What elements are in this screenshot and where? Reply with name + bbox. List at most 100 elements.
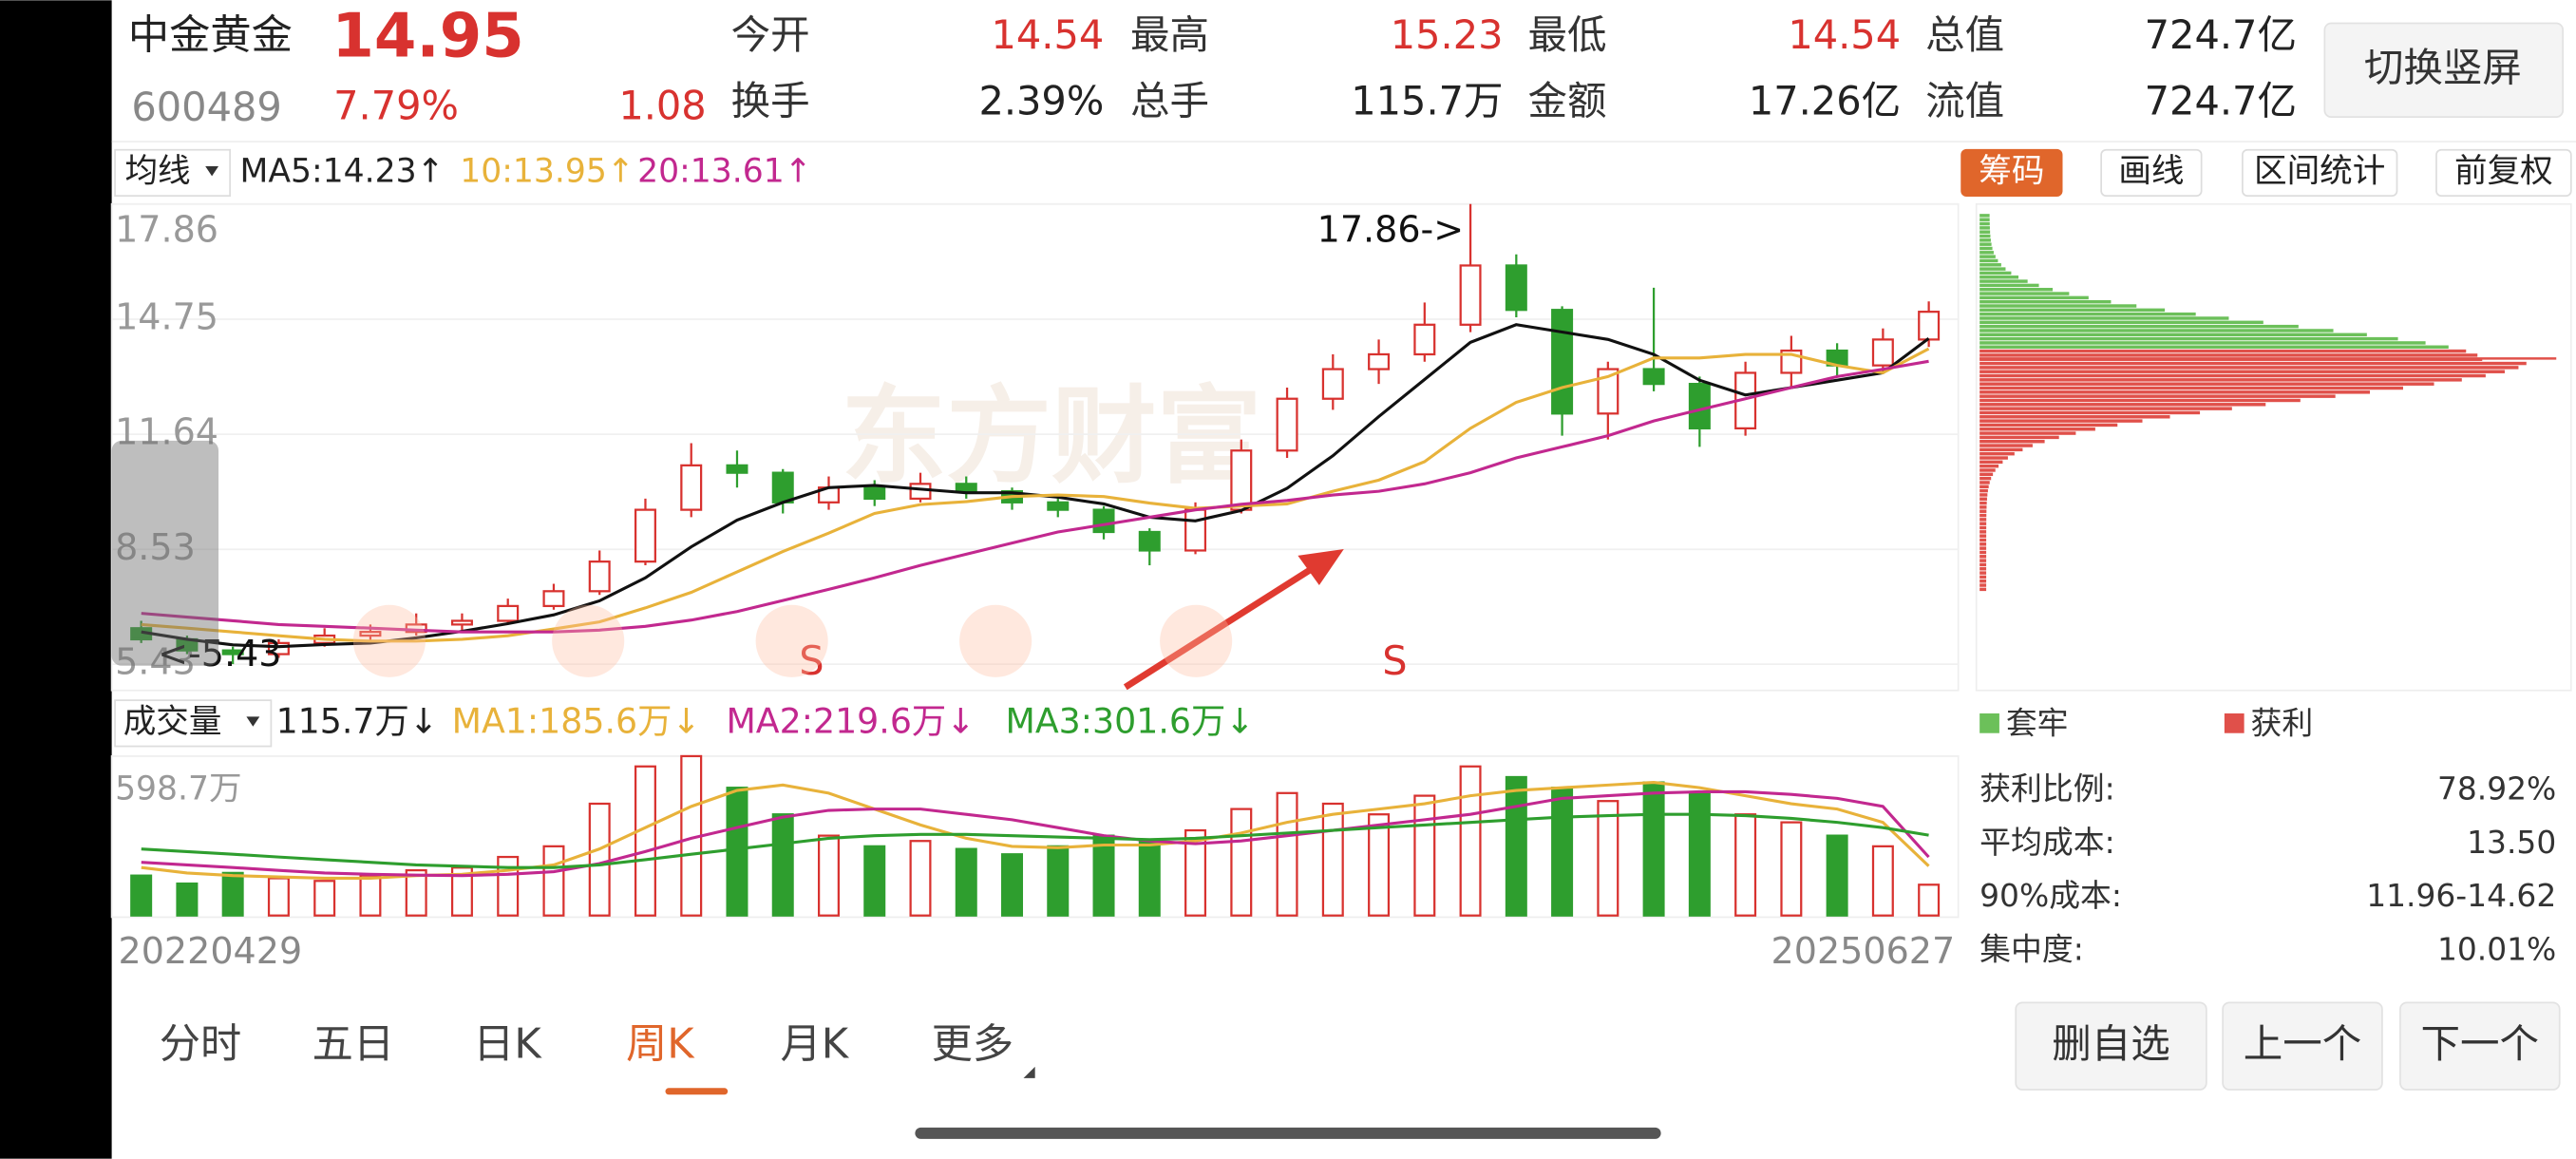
overlay-handle[interactable]: [111, 440, 219, 666]
volume-bar: [542, 845, 565, 917]
volume-bar: [1551, 787, 1574, 917]
tab[interactable]: 更多: [932, 1021, 1013, 1069]
chart-tool[interactable]: 画线: [2100, 148, 2203, 198]
volume-label: 115.7万↓: [276, 700, 439, 741]
ma-line: [141, 789, 1930, 878]
volume-bar: [1368, 813, 1391, 917]
chip-bar: [1979, 476, 1992, 481]
overlay-button[interactable]: [959, 604, 1032, 677]
stat-value: 724.7亿: [2145, 11, 2297, 58]
candle-body: [1276, 397, 1298, 452]
chip-bar: [1979, 468, 1996, 472]
chart-tool[interactable]: 区间统计: [2242, 148, 2398, 198]
chip-bar: [1979, 501, 1987, 505]
chip-bar: [1979, 386, 2403, 390]
button-label: 切换竖屏: [2364, 45, 2522, 91]
y-tick-label: 17.86: [115, 209, 218, 251]
chip-bar: [1979, 484, 1989, 489]
candle-body: [1505, 264, 1527, 312]
candle-body: [1230, 449, 1253, 511]
candle-body: [1597, 368, 1619, 415]
chip-bar: [1979, 283, 2039, 288]
chip-bar: [1979, 559, 1987, 562]
action-button[interactable]: 下一个: [2399, 1001, 2561, 1091]
candle-body: [1871, 338, 1894, 367]
chip-bar: [1979, 320, 2263, 325]
chip-bar: [1979, 221, 1990, 226]
chip-bar: [1979, 456, 2008, 460]
volume-bar: [1734, 813, 1757, 917]
volume-bar: [1597, 800, 1619, 917]
legend-label: 套牢: [2006, 705, 2069, 742]
chip-bar: [1979, 287, 2054, 292]
chip-bar: [1979, 238, 1991, 242]
volume-selector[interactable]: 成交量: [114, 699, 273, 748]
caret: [246, 716, 260, 727]
chip-stat-label: 获利比例:: [1979, 770, 2115, 808]
chip-bar: [1979, 324, 2299, 329]
stat-label: 总手: [1130, 77, 1209, 124]
chip-bar: [1979, 242, 1992, 246]
volume-bar: [1918, 884, 1941, 917]
action-button[interactable]: 删自选: [2015, 1001, 2207, 1091]
stat-value: 17.26亿: [1749, 77, 1901, 124]
tool-bg: [2242, 148, 2398, 198]
stock-code: 600489: [131, 84, 281, 130]
ma-line: [141, 347, 1930, 643]
overlay-button[interactable]: [352, 604, 426, 677]
volume-bar: [1413, 794, 1436, 917]
selector-label: 成交量: [123, 703, 222, 741]
chip-bar: [1979, 329, 2334, 332]
volume-bar: [588, 802, 611, 917]
ma-label: 10:13.95↑: [460, 152, 635, 190]
volume-bar: [1001, 853, 1024, 917]
volume-bar: [313, 880, 336, 917]
y-tick-label: 8.53: [115, 526, 196, 568]
tab[interactable]: 日K: [473, 1021, 542, 1069]
chip-bar: [1979, 336, 2398, 341]
chip-bar: [1979, 472, 1994, 477]
volume-plot: 598.7万: [111, 754, 1959, 917]
chip-bar: [1979, 312, 2196, 316]
tab[interactable]: 五日: [313, 1021, 394, 1069]
tool-label: 画线: [2118, 152, 2184, 190]
chip-bar: [1979, 226, 1990, 230]
volume-bar: [909, 840, 932, 917]
chart-tool[interactable]: 筹码: [1960, 148, 2063, 198]
ma-selector[interactable]: 均线: [114, 148, 232, 198]
chip-bar: [1979, 525, 1987, 530]
candle-body: [909, 483, 932, 501]
chip-bar: [1979, 444, 2033, 447]
candle-body: [588, 560, 611, 593]
chip-frame: [1975, 202, 2572, 692]
volume-bar: [1092, 834, 1115, 917]
tab[interactable]: 周K: [626, 1021, 695, 1069]
overlay-button[interactable]: [1160, 604, 1233, 677]
overlay-button[interactable]: [552, 604, 625, 677]
volume-bar: [1780, 821, 1803, 917]
chart-tool[interactable]: 前复权: [2435, 148, 2572, 198]
chip-bar: [1979, 571, 1987, 575]
chip-stat-value: 13.50: [2467, 824, 2556, 861]
chip-bar: [1979, 345, 2449, 349]
overlay-button[interactable]: [755, 604, 828, 677]
orientation-button[interactable]: 切换竖屏: [2323, 22, 2565, 118]
chip-bar: [1979, 415, 2170, 419]
candle-body: [1551, 309, 1574, 415]
chip-bar: [1979, 382, 2434, 386]
home-indicator: [915, 1127, 1661, 1139]
tab[interactable]: 月K: [781, 1021, 850, 1069]
volume-bar: [1826, 834, 1848, 917]
chip-bar: [1979, 214, 1990, 218]
chip-bar: [1979, 562, 1987, 567]
ma-line: [141, 812, 1929, 869]
stat-label: 最低: [1528, 11, 1607, 58]
action-button[interactable]: 上一个: [2222, 1001, 2383, 1091]
chip-bar: [1979, 394, 2336, 398]
tab[interactable]: 分时: [160, 1021, 241, 1069]
chip-bar: [1979, 419, 2143, 423]
volume-bar: [955, 847, 977, 917]
